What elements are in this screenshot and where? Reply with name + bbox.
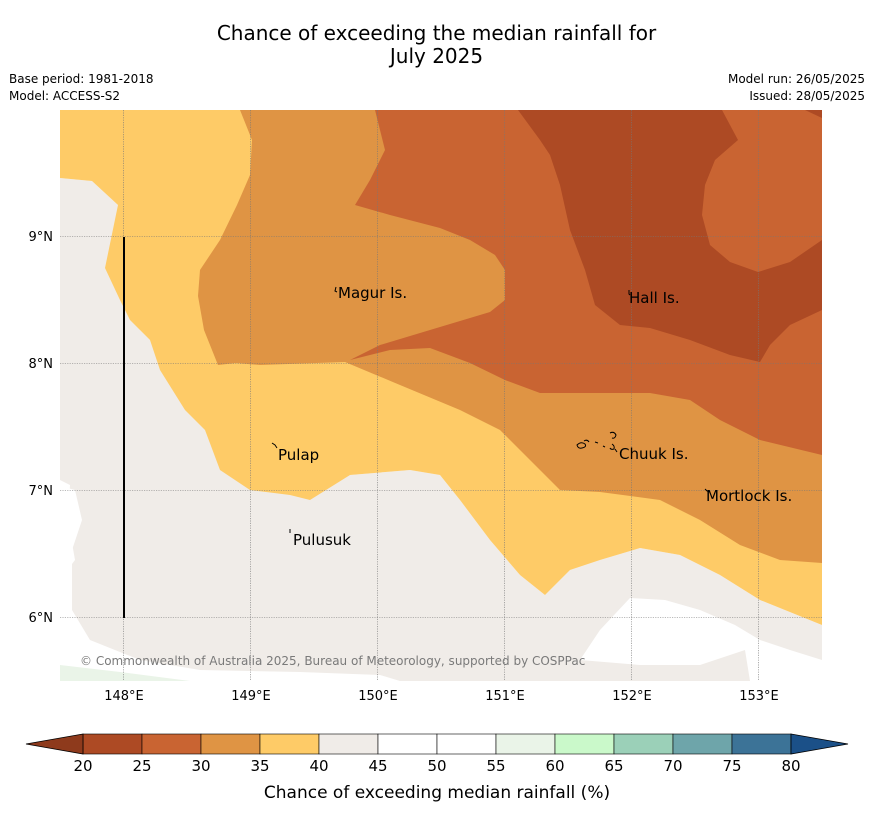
island-magur-marker <box>334 286 338 293</box>
lon-label-153: 153°E <box>739 689 779 704</box>
colorbar-cell <box>672 733 733 755</box>
chart-title: Chance of exceeding the median rainfall … <box>0 22 873 68</box>
colorbar-cell <box>613 733 674 755</box>
copyright-text: © Commonwealth of Australia 2025, Bureau… <box>80 654 585 668</box>
region-45-55-lower-right <box>580 598 822 681</box>
colorbar-ticks: 20 25 30 35 40 45 50 55 60 65 70 75 80 <box>73 757 800 775</box>
base-period: Base period: 1981-2018 <box>9 72 154 86</box>
colorbar-tick-label: 80 <box>781 757 800 775</box>
model-run: Model run: 26/05/2025 <box>727 72 865 86</box>
map-area: Magur Is. Hall Is. Pulap Chuuk Is. Mortl… <box>60 110 822 681</box>
colorbar-tick-label: 20 <box>73 757 92 775</box>
lon-labels: 148°E 149°E 150°E 151°E 152°E 153°E <box>104 689 779 704</box>
colorbar-cell <box>82 733 143 755</box>
region-20-25-hall <box>518 110 822 362</box>
island-mortlock-marker <box>704 488 711 493</box>
lon-label-150: 150°E <box>358 689 398 704</box>
colorbar-over-arrow <box>790 733 849 755</box>
colorbar-tick-label: 45 <box>368 757 387 775</box>
meta-right: Model run: 26/05/2025 Issued: 28/05/2025 <box>728 71 865 105</box>
label-chuuk: Chuuk Is. <box>619 445 688 463</box>
colorbar-tick-label: 60 <box>545 757 564 775</box>
meta-left: Base period: 1981-2018 Model: ACCESS-S2 <box>9 71 154 105</box>
label-magur: Magur Is. <box>338 284 407 302</box>
label-pulusuk: Pulusuk <box>293 531 351 549</box>
colorbar-tick-label: 30 <box>191 757 210 775</box>
region-25-30 <box>350 110 822 455</box>
label-hall: Hall Is. <box>629 289 680 307</box>
region-20-25-corner <box>805 110 822 118</box>
colorbar-cell <box>495 733 556 755</box>
island-chuuk-markers <box>576 431 618 453</box>
title-line-2: July 2025 <box>389 44 484 68</box>
lon-label-148: 148°E <box>104 689 144 704</box>
colorbar: 20 25 30 35 40 45 50 55 60 65 70 75 80 Chance of exc… <box>25 733 849 803</box>
colorbar-cell <box>377 733 438 755</box>
colorbar-tick-label: 40 <box>309 757 328 775</box>
place-labels: Magur Is. Hall Is. Pulap Chuuk Is. Mortl… <box>278 284 792 549</box>
colorbar-cell <box>436 733 497 755</box>
colorbar-cell <box>259 733 320 755</box>
colorbar-tick-label: 70 <box>663 757 682 775</box>
island-pulap-marker <box>271 442 278 449</box>
region-45-55-lower-left <box>60 486 400 681</box>
label-mortlock: Mortlock Is. <box>706 487 792 505</box>
lat-labels: 9°N 8°N 7°N 6°N <box>29 230 54 626</box>
issued-date: Issued: 28/05/2025 <box>749 89 865 103</box>
model-name: Model: ACCESS-S2 <box>9 89 121 103</box>
lat-label-9n: 9°N <box>29 230 54 245</box>
title-line-1: Chance of exceeding the median rainfall … <box>216 21 657 45</box>
label-pulap: Pulap <box>278 446 319 464</box>
island-hall-marker <box>628 290 631 296</box>
colorbar-cell <box>554 733 615 755</box>
lon-label-149: 149°E <box>231 689 271 704</box>
colorbar-cell <box>318 733 379 755</box>
colorbar-under-arrow <box>25 733 84 755</box>
colorbar-tick-label: 35 <box>250 757 269 775</box>
colorbar-cell <box>731 733 792 755</box>
lat-label-8n: 8°N <box>29 357 54 372</box>
lat-label-7n: 7°N <box>29 484 54 499</box>
region-55-60 <box>60 665 190 681</box>
colorbar-cell <box>141 733 202 755</box>
region-40-45 <box>60 178 822 681</box>
lon-label-151: 151°E <box>485 689 525 704</box>
colorbar-tick-label: 50 <box>427 757 446 775</box>
lon-label-152: 152°E <box>612 689 652 704</box>
colorbar-cell <box>200 733 261 755</box>
lat-label-6n: 6°N <box>29 611 54 626</box>
colorbar-label: Chance of exceeding median rainfall (%) <box>264 783 610 803</box>
colorbar-tick-label: 55 <box>486 757 505 775</box>
colorbar-cells <box>82 733 792 755</box>
colorbar-tick-label: 75 <box>722 757 741 775</box>
island-markers <box>271 286 711 533</box>
colorbar-tick-label: 65 <box>604 757 623 775</box>
colorbar-tick-label: 25 <box>132 757 151 775</box>
